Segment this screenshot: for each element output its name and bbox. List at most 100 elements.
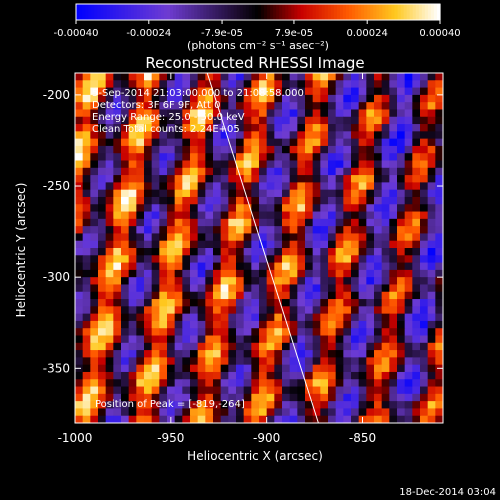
heatmap-pixel — [320, 233, 329, 242]
heatmap-pixel — [335, 211, 344, 220]
heatmap-pixel — [328, 328, 337, 336]
heatmap-pixel — [98, 342, 107, 351]
heatmap-pixel — [98, 94, 107, 103]
heatmap-pixel — [282, 167, 291, 176]
heatmap-pixel — [167, 393, 176, 402]
heatmap-pixel — [251, 386, 260, 395]
heatmap-pixel — [351, 306, 360, 315]
heatmap-pixel — [174, 320, 183, 329]
heatmap-pixel — [243, 80, 252, 89]
heatmap-pixel — [128, 240, 137, 249]
heatmap-pixel — [113, 408, 122, 417]
heatmap-pixel — [236, 196, 245, 205]
heatmap-pixel — [167, 328, 176, 336]
heatmap-pixel — [151, 269, 160, 278]
heatmap-pixel — [75, 167, 84, 176]
plot-frame — [74, 72, 444, 424]
heatmap-pixel — [328, 255, 337, 264]
heatmap-pixel — [220, 87, 229, 96]
heatmap-pixel — [159, 255, 168, 264]
heatmap-pixel — [435, 160, 444, 169]
colorbar-cell — [270, 4, 274, 20]
heatmap-pixel — [389, 393, 398, 402]
heatmap-pixel — [174, 73, 183, 81]
heatmap-pixel — [274, 226, 283, 234]
heatmap-pixel — [351, 167, 360, 176]
colorbar-cell — [412, 4, 417, 20]
heatmap-pixel — [236, 182, 245, 191]
heatmap-pixel — [197, 393, 206, 402]
heatmap-pixel — [159, 415, 168, 424]
heatmap-pixel — [427, 175, 436, 183]
heatmap-pixel — [136, 277, 145, 285]
heatmap-pixel — [404, 393, 413, 402]
heatmap-pixel — [167, 299, 176, 307]
heatmap-pixel — [435, 233, 444, 242]
heatmap-pixel — [358, 175, 367, 183]
heatmap-pixel — [213, 80, 222, 89]
heatmap-pixel — [358, 299, 367, 307]
heatmap-pixel — [243, 233, 252, 242]
heatmap-pixel — [228, 109, 237, 118]
heatmap-pixel — [266, 160, 275, 169]
colorbar-cell — [85, 4, 89, 20]
heatmap-pixel — [404, 233, 413, 242]
heatmap-pixel — [251, 80, 260, 89]
heatmap-pixel — [220, 291, 229, 300]
heatmap-pixel — [289, 255, 298, 264]
heatmap-pixel — [159, 371, 168, 380]
heatmap-pixel — [435, 313, 444, 322]
heatmap-pixel — [213, 328, 222, 336]
colorbar-cell — [285, 4, 289, 20]
heatmap-pixel — [282, 211, 291, 220]
heatmap-pixel — [366, 371, 375, 380]
heatmap-pixel — [427, 80, 436, 89]
heatmap-pixel — [297, 415, 306, 424]
heatmap-pixel — [182, 80, 191, 89]
heatmap-pixel — [305, 94, 314, 103]
heatmap-pixel — [374, 233, 383, 242]
heatmap-pixel — [259, 109, 268, 118]
heatmap-pixel — [205, 262, 214, 271]
heatmap-pixel — [289, 218, 298, 227]
colorbar-cell — [394, 4, 399, 20]
heatmap-pixel — [274, 73, 283, 81]
heatmap-pixel — [213, 102, 222, 110]
heatmap-pixel — [136, 379, 145, 388]
heatmap-pixel — [366, 284, 375, 293]
heatmap-pixel — [236, 415, 245, 424]
heatmap-pixel — [366, 73, 375, 81]
heatmap-pixel — [197, 226, 206, 234]
heatmap-pixel — [259, 386, 268, 395]
heatmap-pixel — [289, 291, 298, 300]
heatmap-pixel — [297, 131, 306, 140]
heatmap-pixel — [397, 153, 406, 161]
heatmap-pixel — [435, 415, 444, 424]
heatmap-pixel — [297, 145, 306, 154]
heatmap-pixel — [121, 87, 130, 96]
heatmap-pixel — [228, 116, 237, 125]
colorbar-cell — [273, 4, 277, 20]
heatmap-pixel — [366, 189, 375, 198]
heatmap-pixel — [174, 196, 183, 205]
heatmap-pixel — [266, 102, 275, 110]
heatmap-pixel — [213, 109, 222, 118]
y-tick-label: -200 — [43, 88, 70, 102]
heatmap-pixel — [420, 364, 429, 373]
heatmap-pixel — [259, 94, 268, 103]
heatmap-pixel — [167, 313, 176, 322]
heatmap-pixel — [182, 364, 191, 373]
heatmap-pixel — [389, 153, 398, 161]
heatmap-pixel — [228, 240, 237, 249]
heatmap-pixel — [282, 94, 291, 103]
heatmap-pixel — [259, 182, 268, 191]
heatmap-pixel — [228, 364, 237, 373]
heatmap-pixel — [98, 335, 107, 344]
heatmap-pixel — [236, 87, 245, 96]
heatmap-pixel — [305, 408, 314, 417]
heatmap-pixel — [266, 262, 275, 271]
heatmap-pixel — [220, 299, 229, 307]
heatmap-pixel — [205, 415, 214, 424]
heatmap-pixel — [389, 109, 398, 118]
